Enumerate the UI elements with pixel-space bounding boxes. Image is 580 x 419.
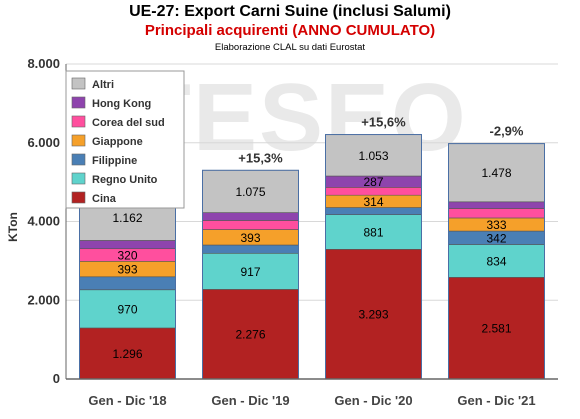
- change-annotation: +15,6%: [361, 115, 406, 130]
- legend-swatch: [71, 134, 86, 147]
- legend-swatch: [71, 77, 86, 90]
- legend-swatch: [71, 96, 86, 109]
- data-label: 1.296: [112, 347, 142, 361]
- chart-subtitle: Principali acquirenti (ANNO CUMULATO): [144, 22, 436, 39]
- data-label: 1.162: [112, 211, 142, 225]
- bar-segment: [202, 212, 299, 221]
- bar-segment: [202, 252, 299, 290]
- y-tick-label: 4.000: [27, 214, 60, 229]
- data-label: 1.075: [235, 185, 265, 199]
- data-label: 287: [363, 175, 383, 189]
- bar-segment: [448, 244, 545, 278]
- bar-segment: [325, 249, 422, 380]
- data-label: 320: [117, 249, 137, 263]
- axes: 0 2.000 4.000 6.000 8.000 Gen - Dic '18 Gen - …: [27, 56, 558, 408]
- bar-segment: [79, 240, 176, 250]
- data-label: 393: [117, 263, 137, 277]
- data-label: 2.276: [235, 328, 265, 342]
- data-label: 1.053: [358, 149, 388, 163]
- data-label: 881: [363, 225, 383, 239]
- legend-entry: Filippine: [92, 155, 137, 167]
- data-label: 314: [363, 195, 383, 209]
- legend-swatch: [71, 153, 86, 166]
- bar-segment: [325, 214, 422, 250]
- bar-segment: [448, 277, 545, 380]
- x-tick-label: Gen - Dic '21: [457, 393, 535, 408]
- bar-segment: [325, 134, 422, 177]
- bar-segment: [448, 201, 545, 209]
- data-label: 970: [117, 302, 137, 316]
- bar-segment: [79, 289, 176, 329]
- x-tick-label: Gen - Dic '18: [88, 393, 166, 408]
- bar-segment: [79, 276, 176, 291]
- legend-swatch: [71, 115, 86, 128]
- chart-title: UE-27: Export Carni Suine (inclusi Salum…: [129, 3, 451, 20]
- change-annotation: -2,9%: [490, 124, 524, 139]
- x-tick-label: Gen - Dic '19: [211, 393, 289, 408]
- data-label: 1.478: [481, 166, 511, 180]
- bar-segment: [202, 220, 299, 230]
- y-tick-label: 8.000: [27, 56, 60, 71]
- change-annotation: +15,3%: [238, 150, 283, 165]
- data-label: 3.293: [358, 308, 388, 322]
- legend-entry: Cina: [92, 193, 117, 205]
- data-label: 834: [486, 254, 506, 268]
- y-tick-label: 2.000: [27, 292, 60, 307]
- chart-source: Elaborazione CLAL su dati Eurostat: [214, 42, 366, 53]
- legend: Altri Hong Kong Corea del sud Giappone Filip…: [65, 70, 185, 209]
- legend-entry: Giappone: [92, 136, 143, 148]
- data-label: 393: [240, 231, 260, 245]
- data-label: 2.581: [481, 322, 511, 336]
- data-label: 333: [486, 218, 506, 232]
- legend-box: [65, 70, 185, 209]
- data-label: 917: [240, 265, 260, 279]
- legend-entry: Altri: [92, 79, 114, 91]
- bar-segment: [202, 169, 299, 213]
- bar-segment: [448, 208, 545, 219]
- legend-swatch: [71, 172, 86, 185]
- legend-entry: Corea del sud: [92, 117, 165, 129]
- y-tick-label: 0: [53, 371, 60, 386]
- legend-swatch: [71, 191, 86, 204]
- legend-entry: Hong Kong: [92, 98, 151, 110]
- data-label: 342: [486, 231, 506, 245]
- y-axis-label: KTon: [6, 212, 20, 242]
- x-tick-label: Gen - Dic '20: [334, 393, 412, 408]
- bar-segment: [202, 244, 299, 254]
- y-tick-label: 6.000: [27, 135, 60, 150]
- legend-entry: Regno Unito: [92, 174, 158, 186]
- bar-segment: [448, 143, 545, 203]
- bar-segment: [202, 289, 299, 380]
